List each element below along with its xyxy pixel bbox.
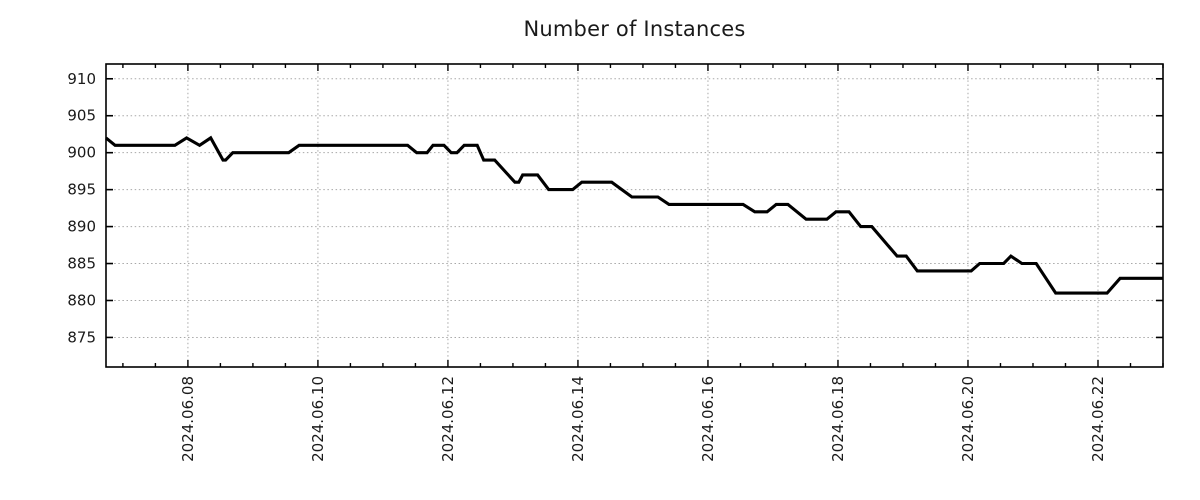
svg-text:2024.06.08: 2024.06.08	[179, 376, 197, 462]
svg-text:2024.06.12: 2024.06.12	[439, 376, 457, 462]
svg-text:890: 890	[67, 218, 96, 236]
chart-title: Number of Instances	[523, 17, 746, 41]
svg-text:2024.06.16: 2024.06.16	[699, 376, 717, 462]
svg-text:910: 910	[67, 70, 96, 88]
svg-text:885: 885	[67, 255, 96, 273]
svg-text:2024.06.14: 2024.06.14	[569, 376, 587, 462]
svg-text:895: 895	[67, 181, 96, 199]
axes	[105, 63, 1164, 368]
series-line	[105, 135, 1163, 295]
svg-text:905: 905	[67, 107, 96, 125]
svg-text:2024.06.10: 2024.06.10	[309, 376, 327, 462]
y-tick-labels: 875 880 885 890 895 900 905 910	[67, 70, 96, 347]
grid	[106, 64, 1163, 367]
svg-text:2024.06.22: 2024.06.22	[1089, 376, 1107, 462]
svg-text:880: 880	[67, 291, 96, 309]
svg-text:2024.06.18: 2024.06.18	[829, 376, 847, 462]
svg-text:900: 900	[67, 144, 96, 162]
svg-text:2024.06.20: 2024.06.20	[959, 376, 977, 462]
svg-text:875: 875	[67, 328, 96, 346]
x-tick-labels: 2024.06.08 2024.06.10 2024.06.12 2024.06.14…	[179, 376, 1107, 462]
